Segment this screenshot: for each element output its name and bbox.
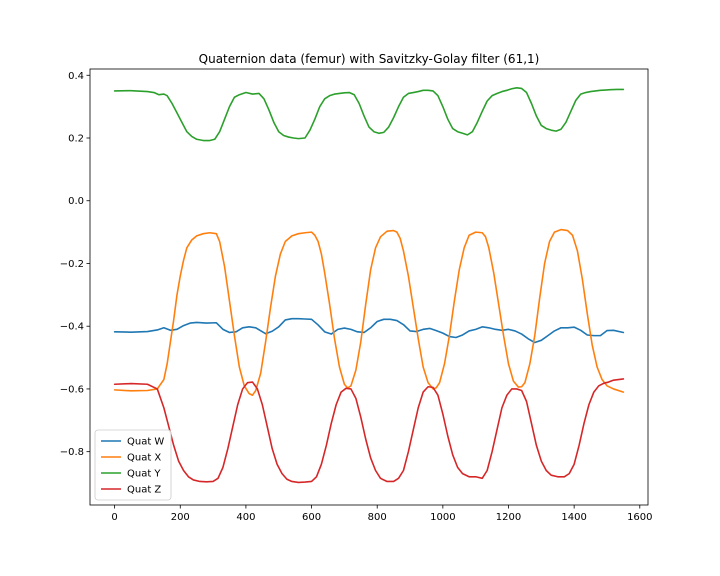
legend-box	[94, 429, 172, 501]
series-line-quat-x	[113, 228, 625, 397]
y-tick-label: 0.2	[68, 134, 84, 145]
y-tick-label: −0.4	[60, 322, 84, 333]
x-tick-label: 200	[171, 512, 190, 523]
y-tick-label: −0.8	[60, 447, 84, 458]
legend-label: Quat Y	[127, 469, 161, 480]
y-tick-label: 0.0	[68, 196, 84, 207]
series-line-quat-w	[113, 317, 625, 344]
series-layer	[113, 87, 625, 484]
y-tick-label: −0.2	[60, 259, 84, 270]
x-tick-label: 600	[302, 512, 321, 523]
x-tick-label: 1600	[627, 512, 652, 523]
legend: Quat W Quat X Quat Y Quat Z	[94, 429, 172, 501]
x-tick-label: 1200	[496, 512, 521, 523]
y-tick-label: 0.4	[68, 71, 84, 82]
legend-label: Quat X	[127, 453, 161, 464]
legend-label: Quat Z	[127, 485, 161, 496]
axes-layer: 0 200 400 600 800 1000 1200 1400 1600 −0.8 −0.6 −0.…	[60, 68, 653, 523]
chart-title: Quaternion data (femur) with Savitzky-Go…	[199, 52, 540, 66]
x-tick-label: 1000	[430, 512, 455, 523]
series-line-quat-z	[113, 378, 625, 484]
plot-frame	[89, 68, 649, 506]
x-tick-label: 1400	[561, 512, 586, 523]
series-line-quat-y	[113, 87, 625, 142]
legend-label: Quat W	[127, 437, 164, 448]
x-tick-label: 800	[368, 512, 387, 523]
y-tick-label: −0.6	[60, 384, 84, 395]
x-tick-label: 0	[111, 512, 117, 523]
x-tick-label: 400	[236, 512, 255, 523]
